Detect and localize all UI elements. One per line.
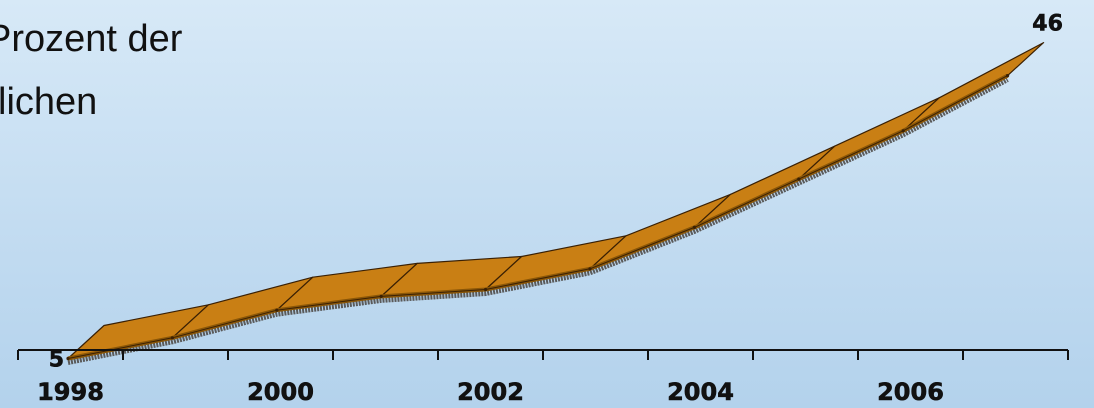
x-tick-label-2006: 2006 [877, 378, 944, 406]
data-point-2006 [901, 129, 905, 133]
data-point-2004 [692, 225, 697, 229]
x-tick-label-1998: 1998 [37, 378, 104, 406]
data-point-2005 [797, 177, 801, 181]
end-value-label: 46 [1032, 12, 1063, 37]
ribbon-segment-2004-2005 [693, 145, 836, 228]
ribbon-shadow [67, 77, 1009, 365]
data-point-2002 [484, 287, 488, 292]
data-point-1999 [170, 336, 174, 340]
x-axis-tick-labels: 1998 2000 2002 2004 2006 [37, 378, 944, 407]
x-axis-ticks [17, 350, 1069, 360]
data-point-2000 [275, 308, 279, 312]
series-line-edge [67, 75, 1008, 359]
x-tick-label-2000: 2000 [247, 378, 314, 406]
chart-title-line-1: Prozent der [0, 18, 183, 60]
chart-title-line-2: lichen [0, 81, 98, 123]
ribbon-segment-2003-2004 [589, 193, 731, 270]
data-point-2007 [1006, 74, 1010, 78]
data-point-2001 [379, 294, 383, 298]
data-point-2003 [588, 267, 592, 271]
x-tick-label-2004: 2004 [667, 378, 734, 406]
x-tick-label-2002: 2002 [457, 378, 524, 406]
ribbon-segment-2005-2006 [798, 97, 940, 180]
data-point-1998 [66, 356, 70, 361]
start-value-label: 5 [49, 348, 64, 373]
ribbon-layer [66, 42, 1045, 365]
